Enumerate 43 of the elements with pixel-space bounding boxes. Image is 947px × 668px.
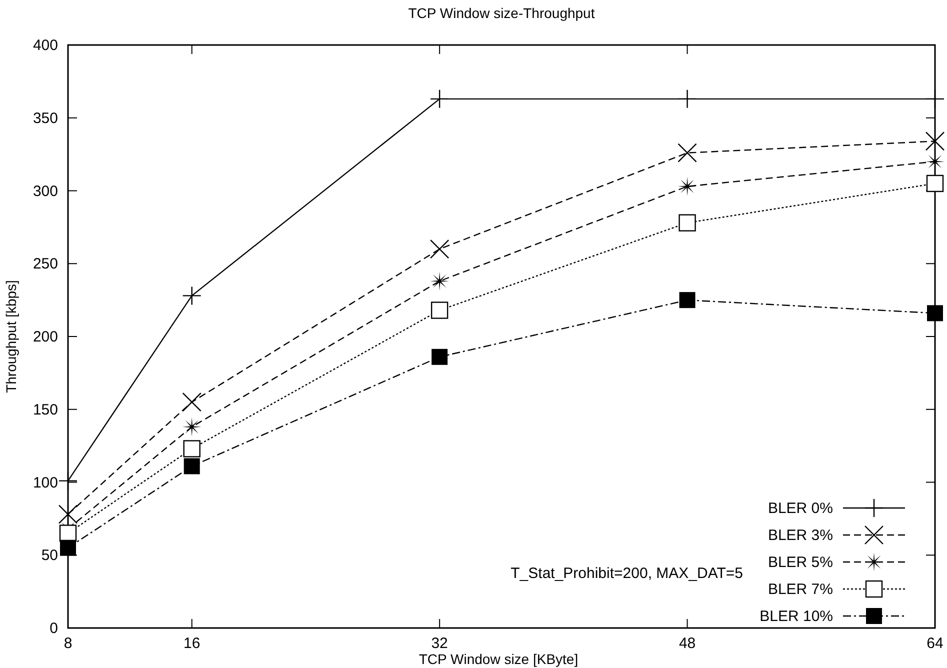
legend-label: BLER 5% bbox=[768, 554, 833, 571]
point bbox=[430, 239, 450, 259]
point bbox=[184, 458, 200, 474]
point bbox=[678, 143, 697, 162]
point bbox=[678, 176, 697, 196]
y-tick-label: 150 bbox=[32, 401, 58, 418]
y-tick-label: 200 bbox=[32, 328, 58, 346]
point bbox=[183, 440, 200, 458]
y-tick-label: 400 bbox=[32, 37, 58, 54]
x-tick-label: 48 bbox=[678, 635, 696, 652]
y-tick-label: 0 bbox=[50, 620, 58, 637]
point bbox=[182, 286, 202, 306]
y-tick-label: 50 bbox=[41, 547, 58, 564]
legend-label: BLER 3% bbox=[768, 527, 833, 544]
annotation: T_Stat_Prohibit=200, MAX_DAT=5 bbox=[510, 565, 743, 582]
y-axis-title: Throughput [kbps] bbox=[3, 280, 19, 393]
y-tick-label: 350 bbox=[32, 110, 58, 127]
point bbox=[678, 214, 696, 232]
y-tick-label: 100 bbox=[32, 474, 58, 492]
point bbox=[182, 392, 202, 412]
x-axis-title: TCP Window size [KByte] bbox=[418, 651, 578, 667]
legend-label: BLER 0% bbox=[768, 500, 833, 517]
point bbox=[679, 292, 696, 308]
point bbox=[925, 132, 945, 151]
point bbox=[430, 272, 450, 291]
y-tick-label: 250 bbox=[32, 256, 58, 273]
legend-label: BLER 7% bbox=[768, 581, 833, 598]
point bbox=[430, 302, 448, 319]
y-tick-label: 300 bbox=[32, 182, 58, 200]
point bbox=[430, 89, 450, 109]
point bbox=[182, 417, 202, 436]
x-tick-label: 16 bbox=[184, 635, 200, 652]
point bbox=[59, 524, 77, 542]
point bbox=[926, 174, 944, 192]
point bbox=[432, 348, 448, 365]
point bbox=[58, 504, 78, 524]
point bbox=[927, 305, 943, 322]
x-tick-label: 8 bbox=[64, 635, 72, 652]
x-tick-label: 32 bbox=[431, 635, 448, 652]
chart-title: TCP Window size-Throughput bbox=[408, 5, 595, 21]
point bbox=[60, 540, 76, 556]
legend-label: BLER 10% bbox=[760, 608, 833, 625]
x-tick-label: 64 bbox=[926, 635, 944, 652]
